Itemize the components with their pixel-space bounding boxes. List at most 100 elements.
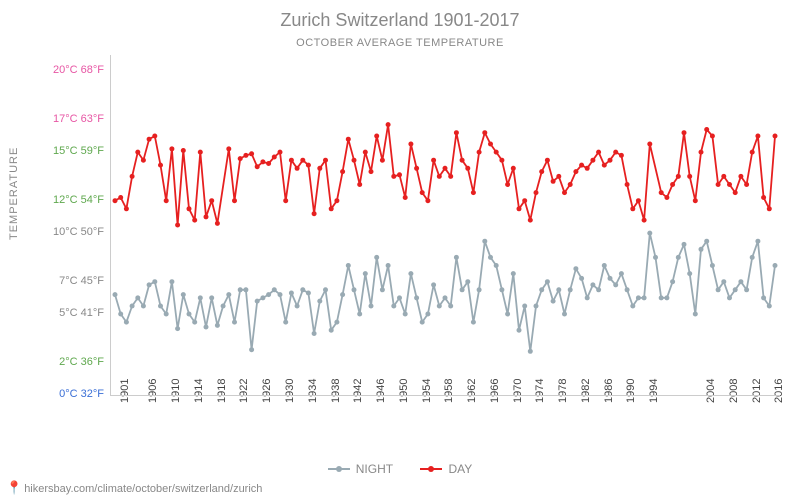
series-marker — [602, 263, 607, 268]
series-marker — [403, 195, 408, 200]
series-marker — [682, 242, 687, 247]
series-marker — [460, 158, 465, 163]
series-marker — [761, 195, 766, 200]
series-marker — [573, 266, 578, 271]
series-marker — [386, 122, 391, 127]
series-marker — [130, 174, 135, 179]
series-marker — [454, 130, 459, 135]
series-marker — [596, 150, 601, 155]
series-marker — [448, 304, 453, 309]
series-marker — [374, 134, 379, 139]
series-marker — [278, 292, 283, 297]
series-marker — [323, 158, 328, 163]
y-tick-label: 17°C 63°F — [36, 113, 104, 125]
series-marker — [152, 279, 157, 284]
series-marker — [482, 239, 487, 244]
series-marker — [562, 190, 567, 195]
series-marker — [528, 218, 533, 223]
series-marker — [181, 148, 186, 153]
series-marker — [608, 158, 613, 163]
series-marker — [465, 279, 470, 284]
series-marker — [289, 291, 294, 296]
series-marker — [625, 287, 630, 292]
series-marker — [443, 166, 448, 171]
series-marker — [511, 166, 516, 171]
series-marker — [437, 174, 442, 179]
series-marker — [363, 271, 368, 276]
series-marker — [357, 312, 362, 317]
series-marker — [693, 198, 698, 203]
series-marker — [147, 137, 152, 142]
series-marker — [158, 304, 163, 309]
series-marker — [295, 304, 300, 309]
series-marker — [346, 137, 351, 142]
series-marker — [659, 295, 664, 300]
series-marker — [380, 158, 385, 163]
series-marker — [522, 198, 527, 203]
series-marker — [636, 198, 641, 203]
series-marker — [391, 304, 396, 309]
series-marker — [187, 206, 192, 211]
series-marker — [152, 134, 157, 139]
series-marker — [687, 271, 692, 276]
series-marker — [454, 255, 459, 260]
series-line-day — [115, 125, 775, 225]
series-marker — [169, 146, 174, 151]
series-marker — [590, 158, 595, 163]
series-marker — [767, 206, 772, 211]
series-marker — [397, 295, 402, 300]
series-marker — [141, 158, 146, 163]
series-marker — [425, 198, 430, 203]
series-marker — [397, 172, 402, 177]
series-marker — [312, 331, 317, 336]
series-marker — [135, 150, 140, 155]
series-marker — [522, 304, 527, 309]
series-marker — [260, 295, 265, 300]
series-marker — [750, 150, 755, 155]
series-marker — [488, 255, 493, 260]
series-marker — [738, 279, 743, 284]
series-marker — [278, 150, 283, 155]
series-marker — [579, 276, 584, 281]
series-marker — [346, 263, 351, 268]
chart-title: Zurich Switzerland 1901-2017 — [0, 0, 800, 31]
series-marker — [130, 304, 135, 309]
series-marker — [539, 287, 544, 292]
series-marker — [733, 190, 738, 195]
series-marker — [260, 159, 265, 164]
series-marker — [716, 182, 721, 187]
series-marker — [534, 190, 539, 195]
series-marker — [312, 211, 317, 216]
y-tick-label: 2°C 36°F — [36, 356, 104, 368]
series-marker — [425, 312, 430, 317]
series-marker — [289, 158, 294, 163]
series-marker — [192, 320, 197, 325]
series-marker — [181, 292, 186, 297]
series-marker — [659, 190, 664, 195]
legend-label-day: DAY — [448, 462, 472, 476]
series-marker — [198, 295, 203, 300]
series-marker — [164, 198, 169, 203]
series-marker — [664, 195, 669, 200]
series-line-night — [115, 233, 775, 351]
series-marker — [164, 312, 169, 317]
series-marker — [192, 218, 197, 223]
series-marker — [118, 312, 123, 317]
series-marker — [716, 287, 721, 292]
series-marker — [704, 127, 709, 132]
series-marker — [443, 295, 448, 300]
series-marker — [158, 163, 163, 168]
series-marker — [266, 292, 271, 297]
series-marker — [175, 223, 180, 228]
series-marker — [551, 179, 556, 184]
series-marker — [408, 142, 413, 147]
series-marker — [727, 295, 732, 300]
series-marker — [323, 287, 328, 292]
series-marker — [204, 325, 209, 330]
series-marker — [209, 198, 214, 203]
series-marker — [682, 130, 687, 135]
series-marker — [249, 347, 254, 352]
series-marker — [198, 150, 203, 155]
series-marker — [556, 174, 561, 179]
series-marker — [676, 255, 681, 260]
